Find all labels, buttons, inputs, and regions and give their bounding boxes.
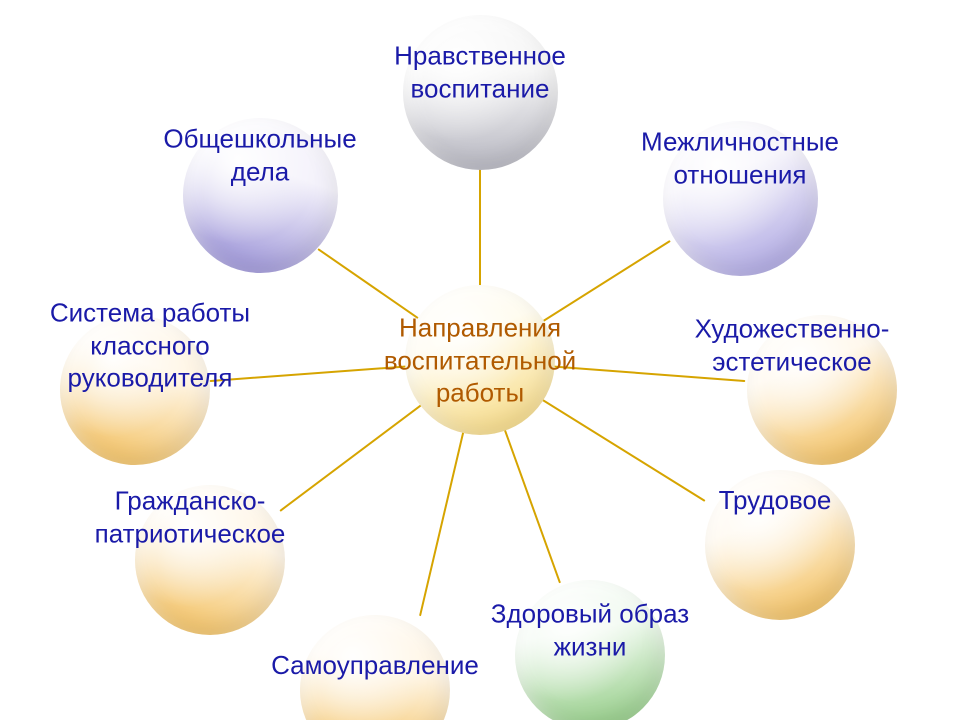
node-label-school-wide: Общешкольные дела [163, 123, 356, 188]
node-label-healthy-life: Здоровый образ жизни [491, 598, 689, 663]
diagram-stage: Нравственное воспитание Общешкольные дел… [0, 0, 960, 720]
node-label-self-governance: Самоуправление [271, 649, 479, 682]
node-label-interpersonal: Межличностные отношения [641, 126, 839, 191]
node-label-art-aesthetic: Художественно- эстетическое [695, 313, 890, 378]
center-label: Направления воспитательной работы [384, 311, 576, 409]
node-label-moral: Нравственное воспитание [394, 40, 566, 105]
node-label-class-teacher: Система работы классного руководителя [50, 296, 250, 394]
node-label-civic-patriotic: Гражданско- патриотическое [95, 485, 286, 550]
node-label-labour: Трудовое [719, 484, 832, 517]
